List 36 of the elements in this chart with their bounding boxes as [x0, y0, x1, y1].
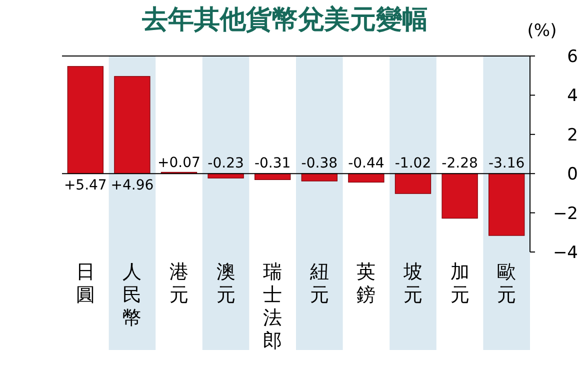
data-label: -3.16 — [488, 156, 525, 172]
x-tick-label: 坡元 — [402, 261, 422, 306]
x-tick-label: 港元 — [170, 261, 188, 306]
data-label: -2.28 — [442, 156, 478, 172]
data-label: -0.31 — [254, 156, 291, 172]
data-label: +4.96 — [110, 178, 154, 194]
x-tick-label: 紐元 — [308, 261, 329, 306]
x-tick-label: 歐元 — [497, 261, 516, 306]
bar — [348, 173, 384, 183]
y-tick-label: 2 — [567, 125, 578, 146]
y-tick-label: 6 — [567, 47, 578, 67]
x-tick-label: 加元 — [450, 261, 470, 306]
data-label: -1.02 — [394, 156, 432, 172]
data-label: -0.44 — [348, 156, 384, 172]
bar — [442, 173, 478, 219]
bar — [394, 173, 432, 194]
data-label: -0.23 — [208, 156, 244, 172]
x-tick-label: 日圓 — [76, 261, 95, 306]
bar — [114, 76, 150, 174]
x-tick-label: 英鎊 — [356, 261, 376, 306]
y-tick-label: −2 — [552, 204, 578, 224]
y-tick-label: −4 — [552, 243, 578, 263]
x-tick-label: 澳元 — [216, 261, 236, 306]
data-label: +0.07 — [158, 155, 200, 172]
data-label: +5.47 — [64, 178, 107, 194]
data-label: -0.38 — [301, 156, 338, 172]
y-tick-label: 0 — [567, 164, 578, 185]
chart-title: 去年其他貨幣兌美元變幅 — [141, 5, 428, 35]
y-tick-label: 4 — [567, 86, 578, 106]
y-axis-title: (%) — [527, 21, 557, 41]
bar — [488, 173, 525, 236]
x-tick-label: 人民幣 — [122, 261, 142, 329]
bar — [254, 173, 291, 180]
x-tick-label: 瑞士法郎 — [263, 261, 282, 352]
bar — [67, 66, 104, 174]
bar — [301, 173, 338, 182]
